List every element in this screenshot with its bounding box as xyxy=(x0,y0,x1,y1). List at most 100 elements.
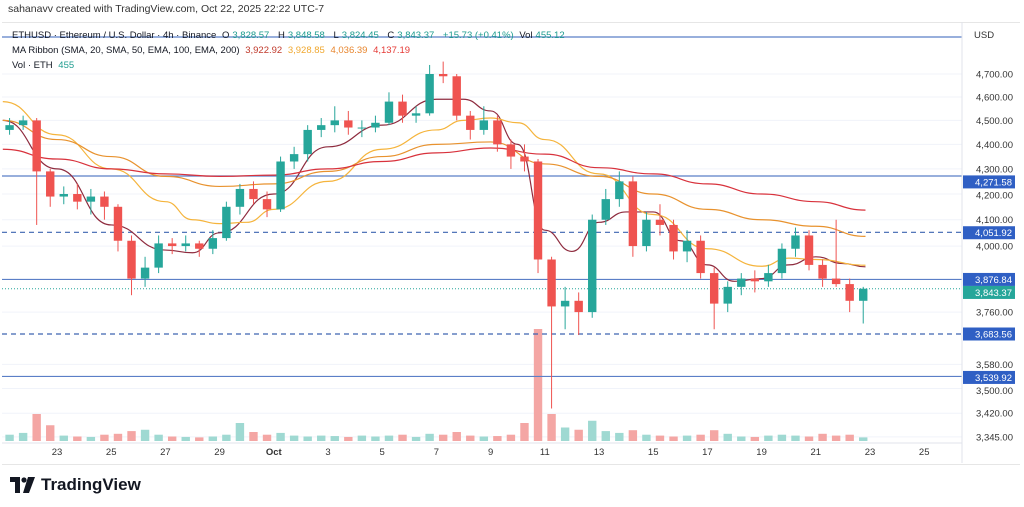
candle[interactable] xyxy=(262,191,272,218)
candle-body xyxy=(845,284,854,301)
candle[interactable] xyxy=(791,227,800,257)
candle[interactable] xyxy=(208,230,218,255)
low-value: 3,824.45 xyxy=(341,30,379,41)
candle[interactable] xyxy=(723,281,732,313)
candle-body xyxy=(547,259,556,307)
candle[interactable] xyxy=(466,110,475,140)
candle[interactable] xyxy=(601,188,610,225)
volume-bar xyxy=(615,432,624,441)
candle[interactable] xyxy=(357,120,367,138)
price-tick-label: 4,600.00 xyxy=(976,92,1013,103)
candle[interactable] xyxy=(533,159,543,274)
candle[interactable] xyxy=(737,273,746,296)
candle[interactable] xyxy=(46,168,55,207)
volume-bar xyxy=(140,429,150,441)
volume-bar xyxy=(669,436,678,441)
candle[interactable] xyxy=(845,278,854,313)
volume-bar xyxy=(466,435,475,441)
candle[interactable] xyxy=(818,259,827,287)
volume-bar xyxy=(655,435,665,441)
candle[interactable] xyxy=(438,61,448,84)
candle[interactable] xyxy=(113,204,123,252)
candle[interactable] xyxy=(181,235,190,252)
currency-label[interactable]: USD xyxy=(974,30,994,41)
candle-body xyxy=(723,286,732,304)
candle[interactable] xyxy=(831,219,841,287)
candle[interactable] xyxy=(5,118,14,135)
candle[interactable] xyxy=(655,204,665,236)
candle[interactable] xyxy=(425,64,434,116)
candle[interactable] xyxy=(32,118,41,225)
horizontal-line-price-label: 3,683.56 xyxy=(975,330,1012,341)
last-price-label: 3,843.37 xyxy=(975,288,1012,299)
time-tick-label: 13 xyxy=(594,447,605,458)
candle[interactable] xyxy=(560,286,570,330)
open-label: O xyxy=(221,30,230,41)
candle[interactable] xyxy=(344,110,353,135)
brand-name: TradingView xyxy=(41,475,141,494)
candle[interactable] xyxy=(804,230,814,271)
symbol-title[interactable]: ETHUSD · Ethereum / U.S. Dollar · 4h · B… xyxy=(12,30,217,41)
candle[interactable] xyxy=(100,191,109,220)
candle[interactable] xyxy=(384,92,394,126)
candle[interactable] xyxy=(588,214,597,318)
candle[interactable] xyxy=(127,235,136,296)
candle[interactable] xyxy=(520,144,529,172)
candle[interactable] xyxy=(86,188,96,215)
candle[interactable] xyxy=(195,240,204,257)
candle[interactable] xyxy=(330,106,339,133)
candle[interactable] xyxy=(167,238,177,255)
candle[interactable] xyxy=(709,267,719,330)
candle[interactable] xyxy=(547,256,556,409)
candle[interactable] xyxy=(764,264,773,287)
volume-bar xyxy=(208,436,218,441)
candle[interactable] xyxy=(317,118,326,138)
volume-bar xyxy=(560,427,570,441)
candle[interactable] xyxy=(452,74,461,121)
candle[interactable] xyxy=(73,183,82,210)
high-value: 3,848.58 xyxy=(287,30,325,41)
candle[interactable] xyxy=(154,235,163,274)
candle[interactable] xyxy=(574,292,583,336)
price-tick-label: 4,000.00 xyxy=(976,242,1013,253)
candle[interactable] xyxy=(303,125,312,162)
candle[interactable] xyxy=(615,171,624,207)
candle[interactable] xyxy=(493,115,502,152)
candle[interactable] xyxy=(59,186,68,205)
price-tick-label: 4,400.00 xyxy=(976,140,1013,151)
candle[interactable] xyxy=(235,183,245,215)
candle[interactable] xyxy=(750,270,760,293)
volume-legend-row: Vol · ETH 455 xyxy=(12,58,571,73)
time-tick-label: 23 xyxy=(52,447,63,458)
candle[interactable] xyxy=(859,286,868,324)
volume-bar xyxy=(479,436,489,441)
ma-ribbon-legend-row: MA Ribbon (SMA, 20, SMA, 50, EMA, 100, E… xyxy=(12,43,571,58)
candle[interactable] xyxy=(140,256,150,287)
candle[interactable] xyxy=(289,146,299,169)
candle[interactable] xyxy=(642,211,651,252)
price-tick-label: 3,345.00 xyxy=(976,432,1013,443)
candle-body xyxy=(59,194,68,197)
candle[interactable] xyxy=(669,219,678,260)
volume-indicator-title[interactable]: Vol · ETH xyxy=(12,60,53,71)
candle[interactable] xyxy=(506,139,516,169)
candle[interactable] xyxy=(411,106,421,123)
candle[interactable] xyxy=(628,176,638,257)
candle[interactable] xyxy=(371,115,380,133)
chart-credit: sahanavv created with TradingView.com, O… xyxy=(8,3,325,15)
candle[interactable] xyxy=(249,181,258,205)
candle[interactable] xyxy=(276,156,285,212)
price-tick-label: 4,100.00 xyxy=(976,215,1013,226)
candle[interactable] xyxy=(777,243,787,279)
time-tick-label: 21 xyxy=(811,447,822,458)
candle[interactable] xyxy=(682,230,692,263)
candle[interactable] xyxy=(18,115,28,130)
candle[interactable] xyxy=(479,106,489,135)
candle[interactable] xyxy=(696,235,705,279)
ma-ribbon-title[interactable]: MA Ribbon (SMA, 20, SMA, 50, EMA, 100, E… xyxy=(12,45,240,56)
candle[interactable] xyxy=(222,201,231,241)
candle[interactable] xyxy=(398,94,407,123)
sma50-value: 3,928.85 xyxy=(287,45,325,56)
tradingview-logo[interactable]: TradingView xyxy=(10,475,141,495)
